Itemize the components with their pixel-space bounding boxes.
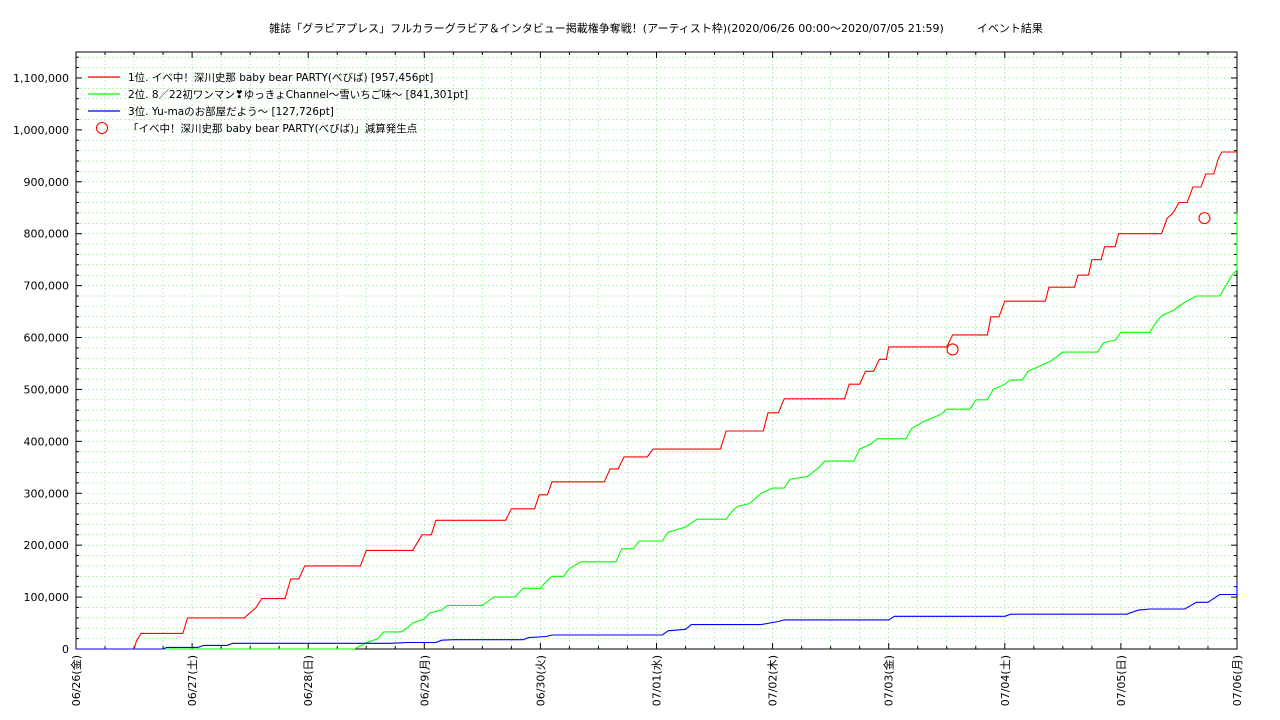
y-tick-label: 200,000 [24, 539, 70, 552]
y-tick-label: 1,100,000 [13, 72, 69, 85]
x-tick-label: 07/04(土) [999, 655, 1012, 706]
plot-frame [75, 51, 1238, 650]
series-line-3 [76, 582, 1238, 650]
y-tick-label: 0 [62, 643, 69, 656]
series-layer [76, 151, 1238, 650]
legend-label-2: 2位. 8／22初ワンマン❣ゆっきょChannel〜雪いちご味〜 [841,30… [128, 88, 468, 101]
x-tick-label: 07/01(水) [651, 655, 664, 706]
y-tick-label: 1,000,000 [13, 124, 69, 137]
y-tick-label: 300,000 [24, 487, 70, 500]
chart-title: 雑誌「グラビアプレス」フルカラーグラビア＆インタビュー掲載権争奪戦！(アーティス… [269, 22, 1043, 35]
series-line-1 [76, 151, 1237, 650]
y-tick-label: 100,000 [24, 591, 70, 604]
legend-label-1: 1位. イベ中！深川史那 baby bear PARTY(べびば) [957,4… [128, 71, 433, 84]
y-tick-label: 600,000 [24, 332, 70, 345]
legend-label-3: 3位. Yu-maのお部屋だよう〜 [127,726pt] [128, 105, 334, 118]
x-tick-label: 06/30(火) [534, 655, 547, 706]
x-tick-label: 07/02(木) [767, 655, 780, 706]
y-tick-label: 400,000 [24, 435, 70, 448]
y-tick-label: 800,000 [24, 228, 70, 241]
x-tick-label: 06/28(日) [302, 655, 315, 706]
x-tick-label: 07/06(月) [1231, 655, 1244, 706]
legend-marker-swatch [95, 121, 109, 135]
decrease-marker [1198, 212, 1211, 225]
grid-layer [76, 52, 1237, 649]
x-tick-label: 06/27(土) [186, 655, 199, 706]
axis-layer: 0 100,000 200,000 300,000 400,000 500,000 600,… [13, 51, 1244, 706]
x-tick-label: 07/03(金) [882, 655, 896, 706]
y-tick-label: 900,000 [24, 176, 70, 189]
y-tick-label: 700,000 [24, 280, 70, 293]
marker-layer [946, 212, 1211, 356]
legend-label-marker: 「イベ中！深川史那 baby bear PARTY(べびば)」減算発生点 [128, 122, 417, 135]
series-line-2 [76, 212, 1238, 650]
x-tick-label: 06/26(金) [69, 655, 83, 706]
x-tick-label: 07/05(日) [1115, 655, 1128, 706]
x-tick-label: 06/29(月) [418, 655, 431, 706]
decrease-marker [946, 343, 959, 356]
legend: 1位. イベ中！深川史那 baby bear PARTY(べびば) [957,4… [88, 71, 468, 135]
y-tick-label: 500,000 [24, 383, 70, 396]
